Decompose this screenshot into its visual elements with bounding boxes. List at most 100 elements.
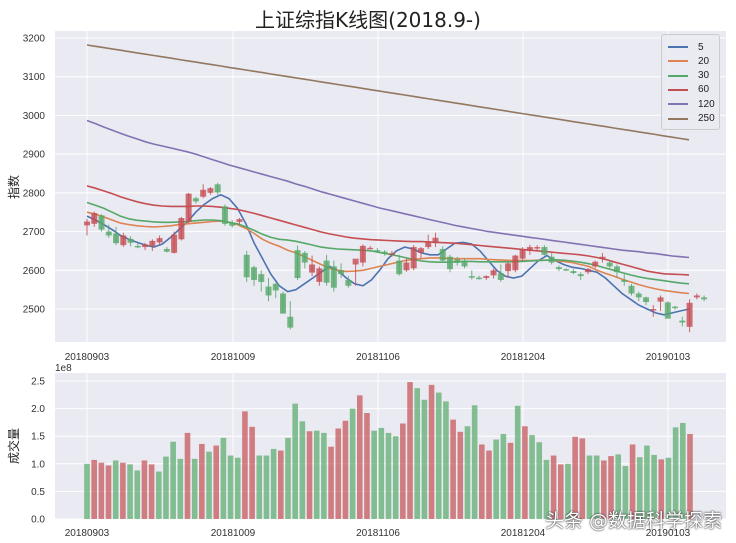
volume-bar xyxy=(155,471,162,519)
volume-bar xyxy=(392,436,399,519)
candle xyxy=(243,254,250,278)
candle xyxy=(359,245,366,263)
volume-bar xyxy=(479,444,485,519)
candle xyxy=(214,184,221,193)
volume-bar xyxy=(615,454,622,519)
y-tick-label: 3000 xyxy=(23,111,46,122)
y-tick-label: 2800 xyxy=(23,188,46,199)
candle xyxy=(229,223,236,226)
volume-bar xyxy=(134,470,141,519)
candle xyxy=(156,238,163,243)
candle xyxy=(120,235,127,246)
volume-x-ticks: 20180903 20181009 20181106 20181204 20190103 xyxy=(65,528,691,539)
legend-item-30: 30 xyxy=(668,69,709,83)
y-tick-label: 2900 xyxy=(23,150,46,161)
x-tick-label: 20181204 xyxy=(501,352,546,363)
candle xyxy=(388,253,395,255)
volume-bar xyxy=(227,455,234,519)
volume-bar xyxy=(112,460,119,519)
volume-bar xyxy=(543,459,550,519)
volume-bar xyxy=(242,411,248,519)
candle xyxy=(258,274,265,282)
candle xyxy=(113,233,120,244)
y-tick-label: 1.5 xyxy=(31,432,45,443)
volume-bar xyxy=(636,457,643,519)
volume-bar xyxy=(364,413,370,519)
volume-bar xyxy=(349,408,356,519)
legend-item-250: 250 xyxy=(668,112,715,126)
volume-bar xyxy=(105,465,112,519)
price-plot-area xyxy=(55,31,726,342)
volume-bar xyxy=(536,442,543,519)
volume-bar xyxy=(629,444,636,519)
volume-bar xyxy=(278,450,284,519)
candle xyxy=(497,273,504,280)
volume-bar xyxy=(292,403,298,519)
volume-bar xyxy=(471,405,478,519)
candle xyxy=(570,271,577,273)
volume-bar xyxy=(579,438,586,519)
candle xyxy=(483,276,490,279)
y-tick-label: 1.0 xyxy=(31,459,45,470)
x-tick-label: 20181204 xyxy=(501,528,546,539)
volume-bar xyxy=(680,422,686,519)
candle xyxy=(265,286,272,296)
candle xyxy=(541,247,548,255)
candle xyxy=(447,256,453,270)
volume-bar xyxy=(557,464,564,519)
volume-bar xyxy=(500,433,507,519)
volume-bars xyxy=(84,382,693,519)
legend-label: 30 xyxy=(698,70,710,82)
y-tick-label: 2600 xyxy=(23,266,46,277)
x-tick-label: 20190103 xyxy=(646,352,691,363)
y-tick-label: 3200 xyxy=(23,34,46,45)
candle xyxy=(628,285,635,294)
volume-bar xyxy=(586,455,593,519)
volume-bar xyxy=(414,388,421,519)
volume-bar xyxy=(622,466,629,519)
volume-bar xyxy=(91,459,97,519)
candle xyxy=(563,269,570,271)
candle xyxy=(701,297,708,300)
volume-bar xyxy=(378,427,385,519)
volume-bar xyxy=(328,446,334,519)
x-tick-label: 20180903 xyxy=(65,528,110,539)
candle xyxy=(323,260,330,283)
volume-bar xyxy=(486,450,492,519)
candle xyxy=(294,250,301,279)
candle xyxy=(439,248,446,261)
volume-bar xyxy=(84,463,90,519)
volume-bar xyxy=(191,458,198,519)
volume-bar xyxy=(163,456,169,519)
volume-bar xyxy=(464,426,471,519)
volume-bar xyxy=(141,460,148,519)
candle xyxy=(200,189,207,197)
candle xyxy=(338,270,345,275)
volume-bar xyxy=(529,435,535,519)
volume-bar xyxy=(127,464,133,519)
volume-bar xyxy=(514,405,521,519)
legend-swatch xyxy=(668,103,688,106)
legend-label: 5 xyxy=(698,41,704,53)
volume-bar xyxy=(371,430,377,519)
candle xyxy=(272,283,279,291)
volume-bar xyxy=(665,457,672,519)
candle xyxy=(287,316,294,328)
price-x-ticks: 20180903 20181009 20181106 20181204 20190103 xyxy=(65,352,691,363)
volume-bar xyxy=(213,445,220,519)
x-tick-label: 20181106 xyxy=(356,352,400,363)
candle xyxy=(410,247,417,269)
volume-bar xyxy=(593,455,600,519)
candle xyxy=(345,279,352,286)
candle xyxy=(316,268,323,282)
x-tick-label: 20181009 xyxy=(211,528,256,539)
candle xyxy=(134,245,141,248)
candle xyxy=(105,231,112,236)
candle xyxy=(98,215,105,230)
y-tick-label: 2.0 xyxy=(31,404,45,415)
legend-swatch xyxy=(668,60,688,63)
legend-item-60: 60 xyxy=(668,83,709,97)
ma-20-line xyxy=(86,211,690,295)
candle xyxy=(599,256,606,259)
volume-bar xyxy=(220,437,227,519)
